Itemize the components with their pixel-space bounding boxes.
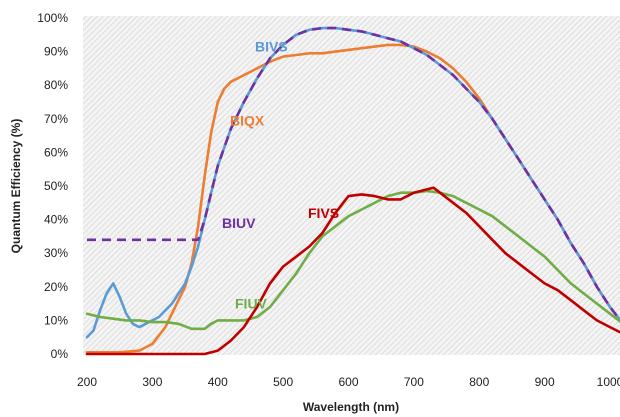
- plot-area: [83, 16, 620, 355]
- series-line-fiuv: [85, 189, 620, 331]
- x-tick-label: 300: [142, 375, 162, 389]
- y-axis-ticks: 0% 10% 20% 30% 40% 50% 60% 70% 80% 90% 100%: [37, 11, 68, 361]
- y-tick-label: 70%: [44, 112, 68, 126]
- series-layer: [85, 26, 620, 356]
- x-tick-label: 200: [77, 375, 97, 389]
- x-tick-label: 700: [404, 375, 424, 389]
- series-line-biuv: [87, 26, 620, 322]
- x-tick-label: 900: [535, 375, 555, 389]
- x-axis-title: Wavelength (nm): [303, 400, 399, 414]
- y-tick-label: 0%: [51, 347, 69, 361]
- y-axis-title: Quantum Efficiency (%): [9, 119, 23, 254]
- x-tick-label: 500: [273, 375, 293, 389]
- y-tick-label: 40%: [44, 213, 68, 227]
- series-label-fivs: FIVS: [308, 205, 339, 221]
- y-tick-label: 80%: [44, 78, 68, 92]
- y-tick-label: 50%: [44, 179, 68, 193]
- x-tick-label: 1000: [597, 375, 620, 389]
- series-label-biqx: BIQX: [230, 113, 265, 129]
- series-label-bivs: BIVS: [255, 39, 288, 55]
- x-axis-ticks: 200 300 400 500 600 700 800 900 1000: [77, 375, 620, 389]
- series-line-fivs: [85, 186, 620, 356]
- y-tick-label: 60%: [44, 145, 68, 159]
- series-labels: BIVS BIQX BIUV FIVS FIUV: [222, 39, 339, 312]
- x-tick-label: 800: [469, 375, 489, 389]
- y-tick-label: 20%: [44, 280, 68, 294]
- y-tick-label: 100%: [37, 11, 68, 25]
- series-label-fiuv: FIUV: [235, 296, 268, 312]
- y-tick-label: 30%: [44, 246, 68, 260]
- y-tick-label: 10%: [44, 313, 68, 327]
- series-label-biuv: BIUV: [222, 215, 256, 231]
- x-tick-label: 400: [208, 375, 228, 389]
- y-tick-label: 90%: [44, 45, 68, 59]
- x-tick-label: 600: [338, 375, 358, 389]
